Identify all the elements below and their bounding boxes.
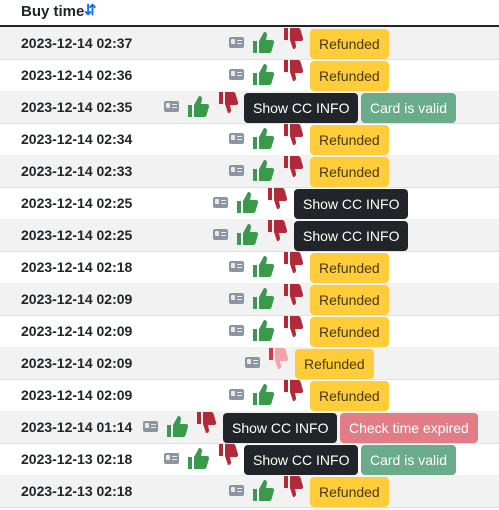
thumbs-down-icon[interactable] [283, 58, 305, 84]
thumbs-up-icon[interactable] [187, 93, 210, 119]
card-valid-badge: Card is valid [361, 445, 457, 475]
table-row: 2023-12-14 02:25 Show CC INFO [0, 187, 499, 220]
thumbs-down-icon[interactable] [283, 378, 305, 404]
refunded-badge: Refunded [310, 61, 389, 91]
thumbs-up-icon[interactable] [236, 189, 259, 215]
id-card-icon[interactable] [213, 197, 228, 208]
thumbs-up-icon[interactable] [252, 125, 275, 151]
table-row: 2023-12-14 01:14 Show CC INFO Check time e… [0, 411, 499, 444]
table-row: 2023-12-14 02:34 Refunded [0, 123, 499, 156]
id-card-icon[interactable] [229, 69, 244, 80]
thumbs-down-icon[interactable] [283, 122, 305, 148]
thumbs-up-icon[interactable] [252, 253, 275, 279]
table-row: 2023-12-14 02:33 Refunded [0, 155, 499, 188]
thumbs-down-icon[interactable] [283, 474, 305, 500]
thumbs-up-icon[interactable] [187, 445, 210, 471]
buy-time-cell: 2023-12-14 02:09 [21, 291, 133, 307]
buy-time-cell: 2023-12-14 02:34 [21, 131, 133, 147]
thumbs-up-icon[interactable] [236, 221, 259, 247]
table-row: 2023-12-14 02:09 Refunded [0, 315, 499, 348]
show-cc-info-button[interactable]: Show CC INFO [223, 413, 338, 443]
id-card-icon[interactable] [229, 325, 244, 336]
buy-time-cell: 2023-12-14 02:37 [21, 35, 133, 51]
id-card-icon[interactable] [229, 293, 244, 304]
thumbs-down-icon[interactable] [267, 186, 289, 212]
show-cc-info-button[interactable]: Show CC INFO [244, 445, 359, 475]
thumbs-up-icon[interactable] [252, 317, 275, 343]
table-row: 2023-12-14 02:18 Refunded [0, 251, 499, 284]
refunded-badge: Refunded [295, 349, 374, 379]
buy-time-cell: 2023-12-14 02:09 [21, 387, 133, 403]
refunded-badge: Refunded [310, 157, 389, 187]
table-row: 2023-12-14 02:37 Refunded [0, 27, 499, 60]
thumbs-up-icon[interactable] [166, 413, 189, 439]
buy-time-column-header[interactable]: Buy time [21, 3, 85, 20]
refunded-badge: Refunded [310, 285, 389, 315]
buy-time-cell: 2023-12-13 02:18 [21, 483, 133, 499]
table-row: 2023-12-14 02:09 Refunded [0, 283, 499, 316]
buy-time-cell: 2023-12-14 02:09 [21, 323, 133, 339]
id-card-icon[interactable] [229, 37, 244, 48]
thumbs-down-icon[interactable] [283, 26, 305, 52]
table-row: 2023-12-14 02:09 Refunded [0, 347, 499, 380]
thumbs-down-icon[interactable] [218, 442, 240, 468]
thumbs-up-icon[interactable] [252, 381, 275, 407]
thumbs-up-icon[interactable] [252, 29, 275, 55]
buy-time-cell: 2023-12-14 02:36 [21, 67, 133, 83]
table-row: 2023-12-14 02:25 Show CC INFO [0, 219, 499, 252]
buy-time-cell: 2023-12-14 01:14 [21, 419, 133, 435]
thumbs-up-icon[interactable] [252, 61, 275, 87]
refunded-badge: Refunded [310, 381, 389, 411]
thumbs-down-icon[interactable] [283, 282, 305, 308]
table-row: 2023-12-14 02:09 Refunded [0, 379, 499, 412]
table-row: 2023-12-13 02:18 Show CC INFO Card is vali… [0, 443, 499, 476]
buy-time-cell: 2023-12-14 02:18 [21, 259, 133, 275]
id-card-icon[interactable] [164, 101, 179, 112]
refunded-badge: Refunded [310, 477, 389, 507]
id-card-icon[interactable] [229, 165, 244, 176]
thumbs-down-icon[interactable] [196, 410, 218, 436]
table-row: 2023-12-14 02:36 Refunded [0, 59, 499, 92]
buy-time-cell: 2023-12-13 02:18 [21, 451, 133, 467]
show-cc-info-button[interactable]: Show CC INFO [294, 189, 409, 219]
buy-time-cell: 2023-12-14 02:25 [21, 195, 133, 211]
thumbs-up-icon[interactable] [252, 157, 275, 183]
refunded-badge: Refunded [310, 125, 389, 155]
sort-icon[interactable]: ⇵ [84, 2, 97, 19]
buy-time-cell: 2023-12-14 02:35 [21, 99, 133, 115]
refunded-badge: Refunded [310, 317, 389, 347]
id-card-icon[interactable] [143, 421, 158, 432]
refunded-badge: Refunded [310, 253, 389, 283]
thumbs-down-icon[interactable] [283, 154, 305, 180]
thumbs-down-icon[interactable] [267, 218, 289, 244]
thumbs-down-icon[interactable] [283, 250, 305, 276]
id-card-icon[interactable] [229, 133, 244, 144]
id-card-icon[interactable] [245, 357, 260, 368]
buy-time-cell: 2023-12-14 02:09 [21, 355, 133, 371]
buy-time-cell: 2023-12-14 02:33 [21, 163, 133, 179]
table-row: 2023-12-13 02:18 Refunded [0, 475, 499, 508]
thumbs-up-icon[interactable] [252, 477, 275, 503]
show-cc-info-button[interactable]: Show CC INFO [294, 221, 409, 251]
table-header: Buy time ⇵ [0, 0, 499, 27]
thumbs-down-icon[interactable] [218, 90, 240, 116]
id-card-icon[interactable] [229, 261, 244, 272]
id-card-icon[interactable] [164, 453, 179, 464]
thumbs-up-icon[interactable] [252, 285, 275, 311]
table-row: 2023-12-14 02:35 Show CC INFO Card is vali… [0, 91, 499, 124]
thumbs-down-flagged-icon[interactable] [268, 346, 290, 372]
show-cc-info-button[interactable]: Show CC INFO [244, 93, 359, 123]
id-card-icon[interactable] [213, 229, 228, 240]
card-valid-badge: Card is valid [361, 93, 457, 123]
thumbs-down-icon[interactable] [283, 314, 305, 340]
id-card-icon[interactable] [229, 485, 244, 496]
id-card-icon[interactable] [229, 389, 244, 400]
refunded-badge: Refunded [310, 29, 389, 59]
check-time-expired-badge: Check time expired [340, 413, 478, 443]
buy-time-cell: 2023-12-14 02:25 [21, 227, 133, 243]
